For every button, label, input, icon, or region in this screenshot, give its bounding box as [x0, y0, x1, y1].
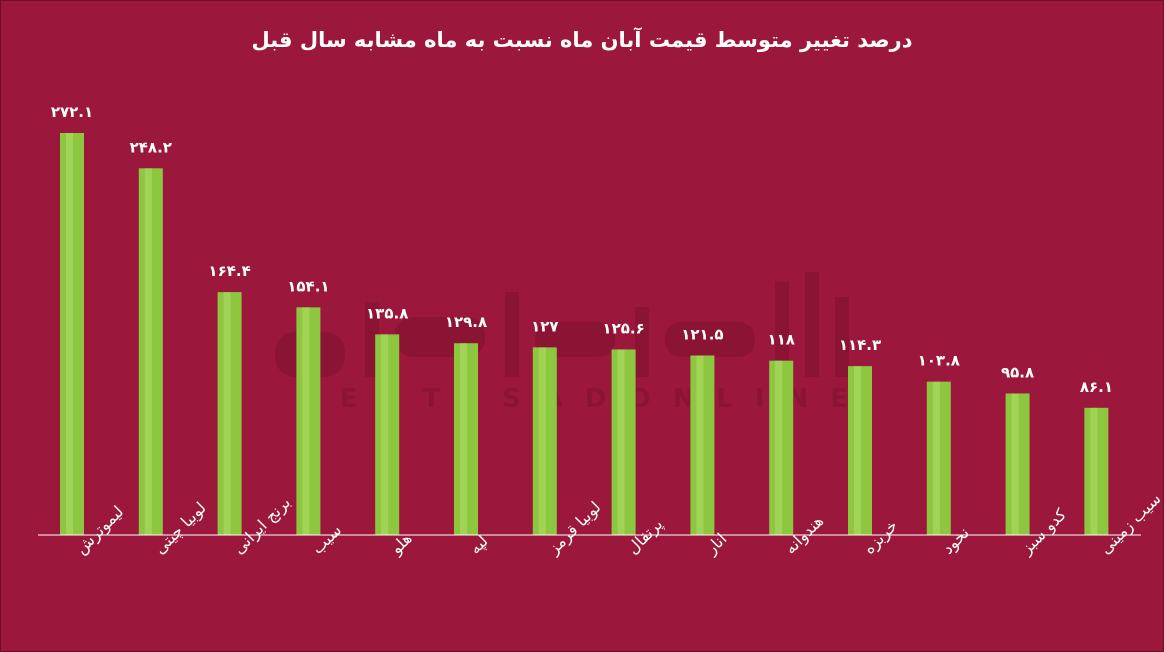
value-label-12: ۱۰۳.۸ [918, 352, 960, 370]
bar-highlight-8 [617, 349, 625, 535]
bar-highlight-14 [1090, 407, 1098, 535]
value-label-6: ۱۲۹.۸ [445, 313, 487, 331]
category-label-6: لپه [465, 531, 492, 558]
value-label-4: ۱۵۴.۱ [287, 277, 329, 295]
bar-highlight-6 [460, 343, 467, 535]
bar-highlight-9 [696, 355, 704, 535]
value-label-1: ۲۷۲.۱ [51, 103, 93, 121]
bar-highlight-12 [932, 381, 940, 535]
bar-highlight-3 [223, 292, 231, 535]
bar-highlight-7 [538, 347, 546, 535]
value-label-7: ۱۲۷ [531, 317, 558, 335]
value-label-9: ۱۲۱.۵ [681, 325, 723, 343]
bar-highlight-11 [854, 366, 861, 535]
bar-highlight-13 [1011, 393, 1019, 535]
bar-highlight-2 [144, 168, 152, 535]
value-label-5: ۱۳۵.۸ [366, 304, 408, 322]
bar-highlight-5 [381, 334, 389, 535]
watermark-text: EGTESADONLINE [340, 384, 870, 414]
value-label-10: ۱۱۸ [767, 331, 794, 349]
value-label-11: ۱۱۴.۳ [839, 336, 881, 354]
bars-layer [60, 133, 1109, 535]
value-label-14: ۸۶.۱ [1080, 378, 1113, 396]
value-label-8: ۱۲۵.۶ [602, 319, 644, 337]
value-label-2: ۲۴۸.۲ [130, 138, 172, 156]
chart-title: درصد تغییر متوسط قیمت آبان ماه نسبت به م… [251, 28, 913, 52]
value-labels-layer: ۲۷۲.۱ ۲۴۸.۲ ۱۶۴.۴ ۱۵۴.۱ ۱۳۵.۸ ۱۲۹.۸ ۱۲۷ ۱۲۵.۶ ۱۲… [51, 103, 1113, 396]
bar-highlight-1 [66, 133, 73, 535]
bar-highlight-10 [775, 360, 783, 535]
value-label-13: ۹۵.۸ [1001, 363, 1034, 381]
bar-highlight-4 [302, 307, 310, 535]
value-label-3: ۱۶۴.۴ [208, 262, 250, 280]
watermark-logo: EGTESADONLINE [275, 272, 870, 414]
